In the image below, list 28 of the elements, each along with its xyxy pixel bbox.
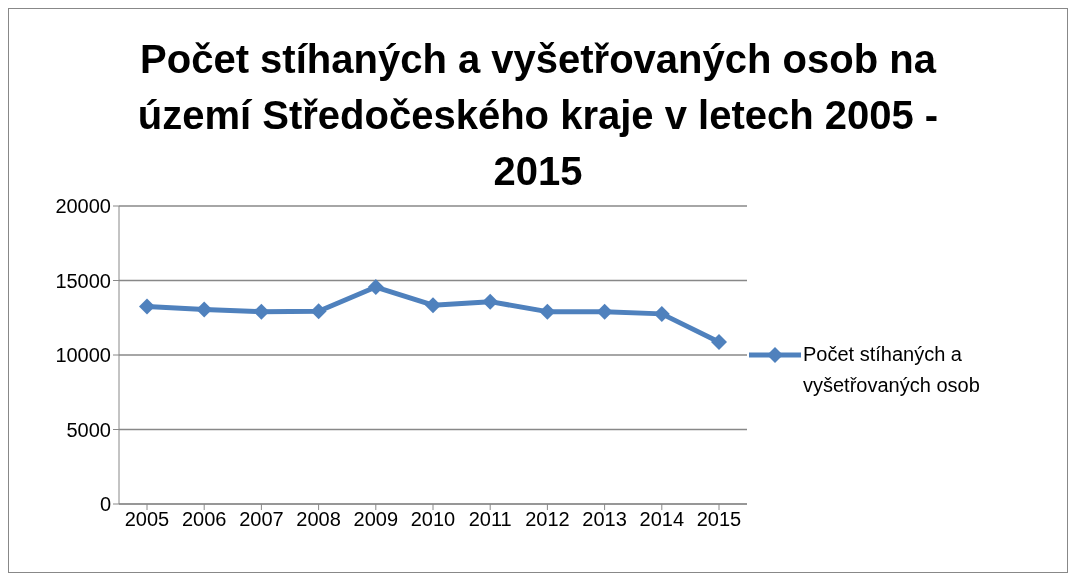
x-tick-label: 2015	[696, 508, 742, 531]
point	[596, 303, 613, 320]
y-tick-label: 0	[99, 493, 111, 516]
point	[482, 293, 499, 310]
x-tick-label: 2009	[353, 508, 399, 531]
x-tick-label: 2013	[582, 508, 627, 531]
x-tick-label: 2010	[410, 508, 456, 531]
x-tick-label: 2006	[181, 508, 227, 531]
legend-label: Počet stíhaných a vyšetřovaných osob	[803, 341, 981, 398]
x-tick-label: 2005	[124, 508, 170, 531]
chart-title: Počet stíhaných a vyšetřovaných osob na území Středočeského kraje v letech 2005 - 2015	[136, 36, 940, 195]
point	[310, 303, 327, 320]
y-tick-label: 5000	[66, 418, 111, 441]
point	[196, 301, 213, 318]
x-tick-label: 2014	[639, 508, 685, 531]
point	[367, 279, 384, 296]
point	[139, 298, 155, 315]
x-tick-label: 2011	[468, 508, 512, 531]
x-tick-label: 2008	[296, 508, 341, 531]
x-tick-label: 2007	[239, 508, 284, 531]
y-tick-label: 10000	[55, 344, 111, 367]
point	[539, 303, 556, 320]
y-tick-label: 20000	[55, 195, 111, 218]
x-tick-label: 2012	[525, 508, 570, 531]
point	[253, 303, 270, 320]
y-tick-label: 15000	[55, 269, 111, 292]
point	[711, 334, 727, 351]
point	[425, 297, 441, 314]
